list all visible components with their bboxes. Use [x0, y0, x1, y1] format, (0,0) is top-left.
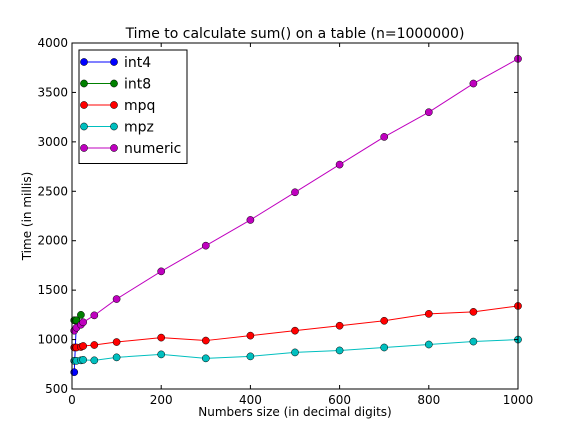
data-point-numeric: [90, 311, 99, 320]
y-tick-label: 1000: [37, 333, 68, 347]
data-point-mpq: [112, 338, 121, 346]
data-point-mpq: [79, 342, 88, 350]
legend-label-int4: int4: [124, 55, 151, 71]
data-point-mpz: [469, 337, 478, 346]
data-point-numeric: [335, 160, 344, 169]
data-point-numeric: [112, 295, 121, 303]
axis-ticks: 0 200 400 600 800 1000 500 1000 1500 2000 2500 3000…: [37, 36, 533, 407]
plot-frame: [71, 42, 519, 390]
legend-marker-int8: [110, 79, 118, 88]
data-point-mpq: [201, 336, 210, 345]
data-point-mpz: [90, 356, 99, 365]
legend-label-mpq: mpq: [124, 98, 155, 114]
data-point-numeric: [380, 133, 389, 141]
data-point-mpz: [246, 352, 255, 361]
data-point-mpq: [380, 316, 389, 325]
data-point-int8: [77, 311, 85, 319]
data-point-mpz: [424, 340, 433, 349]
legend-marker-mpq: [110, 101, 118, 109]
data-point-mpz: [79, 355, 88, 364]
legend-marker-numeric: [110, 144, 118, 152]
y-tick-label: 4000: [37, 36, 68, 50]
data-point-mpq: [335, 321, 344, 330]
data-point-mpz: [335, 346, 344, 355]
legend-label-int8: int8: [124, 77, 151, 93]
data-point-mpz: [380, 343, 389, 352]
data-point-numeric: [201, 241, 210, 250]
data-point-numeric: [424, 108, 433, 117]
legend-marker-int4: [110, 58, 118, 66]
legend-marker-mpz: [80, 122, 88, 131]
x-tick-label: 600: [328, 393, 351, 407]
data-point-mpz: [112, 353, 121, 362]
series-line-mpq: [74, 305, 519, 348]
y-tick-label: 2000: [37, 234, 68, 248]
data-point-numeric: [469, 79, 478, 88]
legend-label-numeric: numeric: [124, 141, 181, 157]
y-tick-label: 2500: [37, 184, 68, 198]
plot-area: [70, 54, 522, 377]
y-tick-label: 3000: [37, 135, 68, 149]
data-point-numeric: [291, 188, 299, 197]
data-point-mpq: [246, 331, 255, 340]
legend-marker-numeric: [80, 144, 88, 152]
y-axis-label: Time (in millis): [20, 172, 34, 262]
x-tick-label: 1000: [503, 393, 534, 407]
y-tick-label: 3500: [37, 85, 68, 99]
data-point-numeric: [79, 318, 88, 327]
legend: int4 int8 mpq mpz numeric: [78, 49, 188, 164]
chart-title: Time to calculate sum() on a table (n=10…: [125, 26, 465, 42]
x-axis-label: Numbers size (in decimal digits): [198, 405, 391, 419]
data-point-mpq: [291, 326, 299, 335]
legend-marker-int4: [80, 58, 88, 66]
legend-box: [78, 49, 188, 164]
data-point-numeric: [246, 216, 255, 224]
data-point-mpz: [291, 348, 299, 357]
legend-marker-mpz: [110, 122, 118, 131]
y-tick-label: 500: [45, 382, 68, 396]
data-point-numeric: [157, 267, 166, 276]
x-tick-label: 200: [150, 393, 173, 407]
data-point-mpz: [201, 354, 210, 363]
legend-marker-int8: [80, 79, 88, 88]
data-point-mpz: [157, 350, 166, 359]
data-point-mpq: [469, 308, 478, 316]
data-point-mpq: [424, 310, 433, 318]
legend-label-mpz: mpz: [124, 120, 154, 136]
x-tick-label: 400: [239, 393, 262, 407]
legend-marker-mpq: [80, 101, 88, 109]
data-point-mpq: [157, 333, 166, 342]
x-tick-label: 800: [417, 393, 440, 407]
data-point-mpq: [90, 341, 99, 349]
y-tick-label: 1500: [37, 283, 68, 297]
x-tick-label: 0: [68, 393, 76, 407]
